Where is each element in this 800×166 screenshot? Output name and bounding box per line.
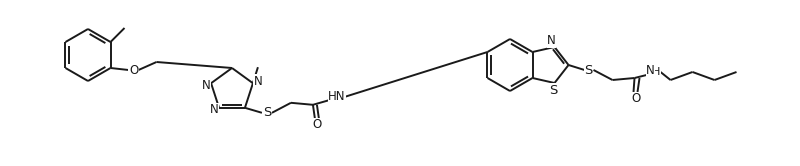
Text: N: N	[646, 65, 655, 78]
Text: H: H	[652, 67, 661, 77]
Text: N: N	[210, 103, 218, 116]
Text: O: O	[129, 64, 138, 77]
Text: HN: HN	[328, 90, 346, 103]
Text: O: O	[631, 92, 640, 106]
Text: N: N	[202, 79, 210, 92]
Text: N: N	[547, 35, 556, 47]
Text: S: S	[584, 64, 593, 77]
Text: O: O	[312, 118, 322, 131]
Text: S: S	[262, 106, 271, 119]
Text: S: S	[550, 83, 558, 96]
Text: N: N	[254, 75, 262, 88]
